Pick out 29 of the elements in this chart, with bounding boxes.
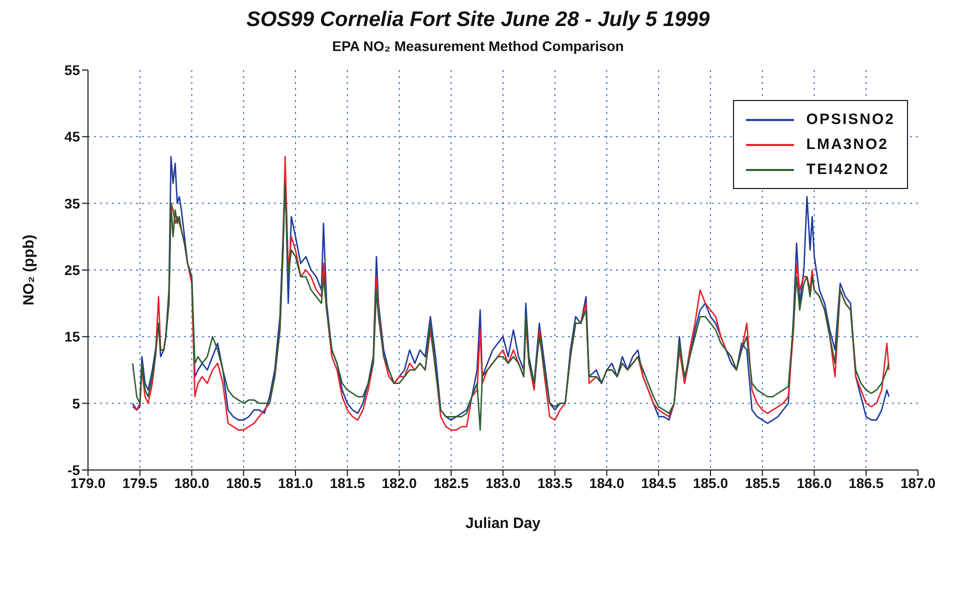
x-tick-label: 183.5 (537, 474, 573, 491)
chart-subtitle: EPA NO₂ Measurement Method Comparison (331, 38, 625, 54)
x-tick-label: 180.5 (226, 474, 262, 491)
y-tick-label: 35 (64, 195, 80, 212)
legend-label: LMA3NO2 (806, 136, 888, 153)
x-tick-label: 182.5 (434, 474, 469, 491)
x-tick-label: 182.0 (382, 474, 417, 491)
x-tick-label: 184.5 (641, 474, 676, 491)
x-tick-label: 185.0 (692, 474, 728, 491)
legend-label: OPSISNO2 (806, 111, 895, 128)
y-tick-label: 15 (64, 328, 80, 345)
x-tick-label: 183.0 (485, 474, 521, 491)
y-tick-label: 55 (64, 62, 80, 78)
legend-label: TEI42NO2 (806, 161, 890, 178)
x-tick-label: 186.5 (848, 474, 884, 491)
x-tick-label: 181.5 (330, 474, 366, 491)
chart-title: SOS99 Cornelia Fort Site June 28 - July 5 1999 (245, 8, 711, 32)
y-tick-label: 25 (64, 262, 80, 278)
x-tick-label: 187.0 (900, 474, 936, 491)
y-axis-title: NO₂ (ppb) (20, 234, 38, 306)
x-tick-label: 186.0 (796, 474, 832, 491)
x-tick-label: 180.0 (174, 474, 210, 491)
y-tick-label: 45 (64, 128, 80, 145)
x-tick-label: 179.5 (122, 474, 158, 491)
x-tick-label: 181.0 (278, 474, 314, 491)
x-tick-label: 184.0 (589, 474, 624, 491)
x-tick-label: 185.5 (744, 474, 780, 491)
x-axis-title: Julian Day (465, 515, 542, 532)
y-tick-label: 5 (72, 395, 80, 412)
